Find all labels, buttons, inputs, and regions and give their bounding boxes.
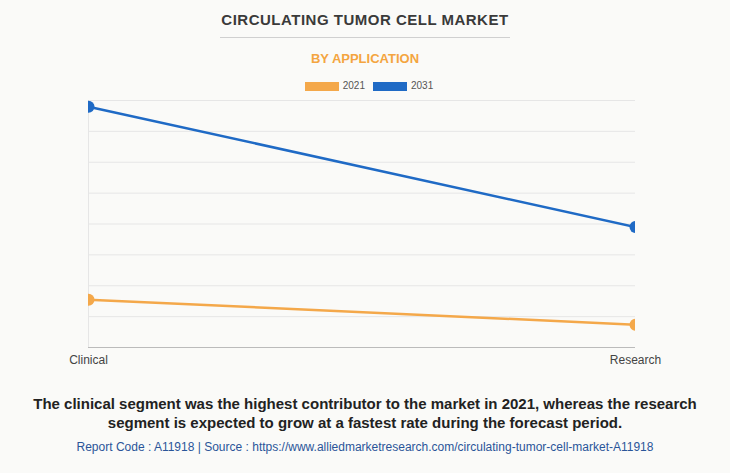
html-text:Report Code : A11918 | Source: Report Code : A11918 | Source : https://… — [76, 440, 654, 454]
html-text:BY APPLICATION: BY APPLICATION — [310, 51, 419, 66]
svg-text:Clinical: Clinical — [69, 353, 108, 367]
html-text:The clinical segment was the h: The clinical segment was the highest con… — [33, 395, 697, 431]
svg-text:Research: Research — [610, 353, 661, 367]
html-text:2031: 2031 — [411, 80, 434, 91]
html-text:CIRCULATING TUMOR CELL MARKET: CIRCULATING TUMOR CELL MARKET — [221, 11, 509, 28]
html-text:2021: 2021 — [342, 80, 365, 91]
